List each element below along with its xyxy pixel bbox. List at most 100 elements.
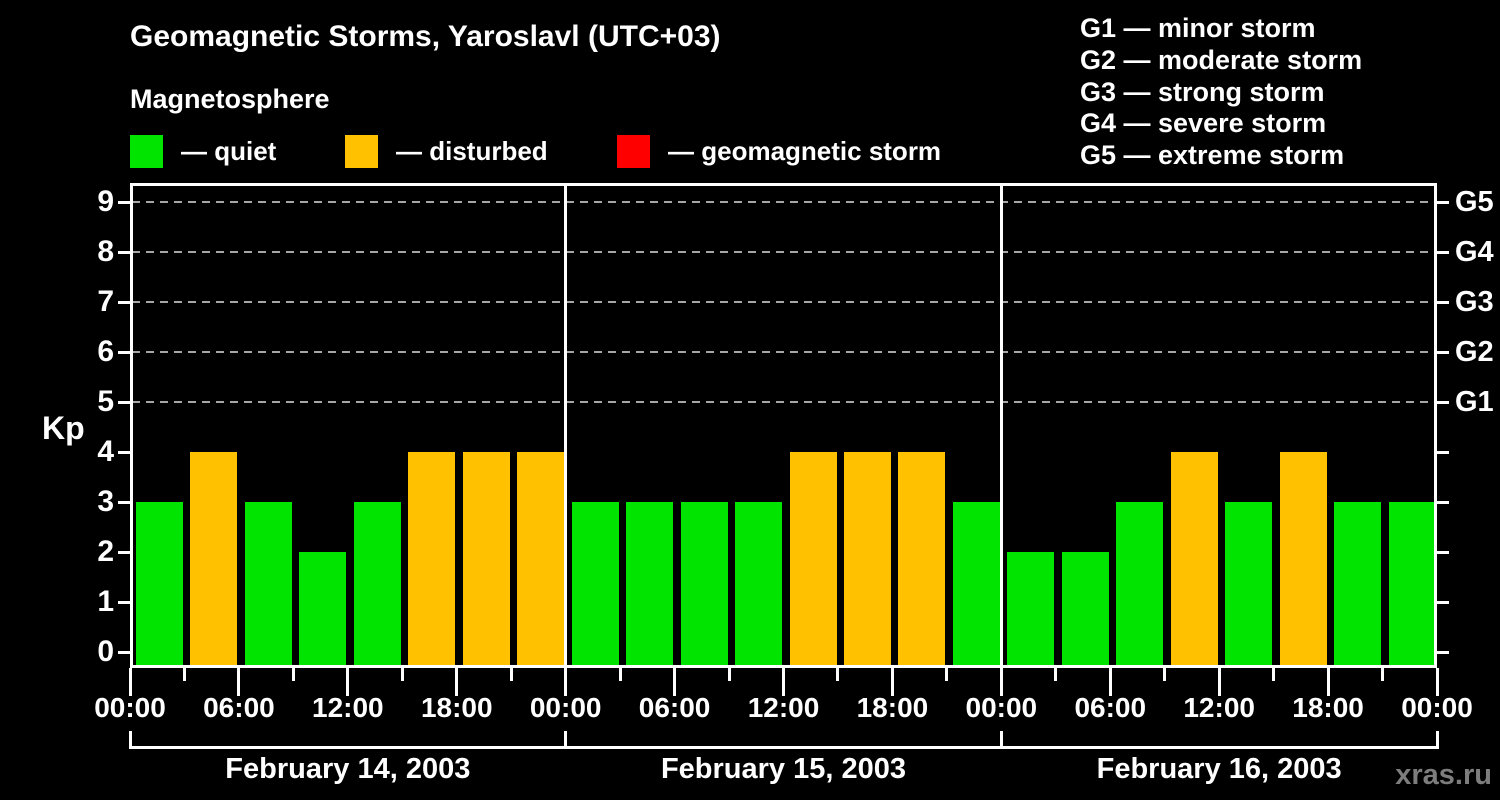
kp-bar: [1334, 502, 1382, 668]
kp-bar: [1388, 502, 1436, 668]
y-axis-tick: [1437, 400, 1449, 404]
y-tick-label: 0: [97, 635, 114, 668]
x-axis-tick-major: [564, 668, 568, 696]
x-axis-tick-minor: [182, 668, 186, 681]
x-axis-tick-major: [1108, 668, 1112, 696]
y-axis-tick: [118, 350, 130, 354]
storm-scale-line-g4: G4 — severe storm: [1080, 108, 1327, 139]
date-bracket-tick: [128, 731, 132, 749]
kp-bar: [898, 452, 946, 668]
kp-bar: [299, 552, 347, 668]
x-axis-tick-major: [1217, 668, 1221, 696]
y-tick-label: 9: [97, 185, 114, 218]
kp-bar: [735, 502, 783, 668]
y-tick-label: 3: [97, 485, 114, 518]
time-tick-label: 12:00: [312, 692, 384, 723]
x-axis-tick-minor: [836, 668, 840, 681]
y-axis-tick: [118, 400, 130, 404]
plot-area: [130, 183, 1437, 668]
date-bracket-tick: [564, 731, 568, 749]
time-tick-label: 00:00: [965, 692, 1038, 723]
y-axis-tick: [1437, 550, 1449, 554]
kp-bar: [789, 452, 837, 668]
time-tick-label: 18:00: [420, 692, 493, 723]
quiet-swatch-icon: [130, 134, 163, 168]
y-axis-tick: [118, 600, 130, 604]
storm-swatch-icon: [617, 134, 650, 168]
storm-scale-line-g2: G2 — moderate storm: [1080, 44, 1363, 75]
date-bracket-line: [130, 746, 1437, 749]
x-axis-tick-major: [346, 668, 350, 696]
time-tick-label: 00:00: [94, 692, 166, 723]
disturbed-swatch-icon: [345, 134, 378, 168]
kp-bar: [1116, 502, 1164, 668]
kp-bar: [1279, 452, 1327, 668]
kp-bar: [626, 502, 674, 668]
y-tick-label: 7: [97, 285, 114, 318]
y-tick-label: 8: [97, 235, 114, 268]
g-scale-label: G2: [1455, 336, 1494, 368]
legend-item-quiet: — quiet: [130, 132, 276, 170]
gridline: [132, 401, 1435, 403]
y-tick-label: 1: [97, 585, 114, 618]
kp-bar: [843, 452, 891, 668]
y-axis-tick: [118, 250, 130, 254]
y-axis-tick: [118, 200, 130, 204]
kp-bar: [517, 452, 565, 668]
y-axis-tick: [1437, 650, 1449, 654]
kp-bar: [353, 502, 401, 668]
legend-item-geomagnetic-storm: — geomagnetic storm: [617, 132, 941, 170]
y-axis-tick: [1437, 350, 1449, 354]
watermark: xras.ru: [1395, 759, 1492, 791]
kp-bar: [1061, 552, 1109, 668]
chart-subtitle: Magnetosphere: [130, 84, 330, 114]
time-tick-label: 12:00: [747, 692, 820, 723]
legend-item-label: — quiet: [181, 135, 277, 166]
y-axis-tick: [1437, 600, 1449, 604]
x-axis-tick-minor: [509, 668, 513, 681]
time-tick-label: 06:00: [1074, 692, 1147, 723]
kp-bar: [952, 502, 1000, 668]
x-axis-tick-minor: [1163, 668, 1167, 681]
x-axis-tick-minor: [400, 668, 404, 681]
storm-scale-line-g1: G1 — minor storm: [1080, 13, 1316, 43]
storm-scale-legend: G1 — minor storm G2 — moderate storm G3 …: [1080, 13, 1362, 172]
date-bracket-tick: [999, 731, 1003, 749]
x-axis-tick-minor: [945, 668, 949, 681]
g-scale-label: G1: [1455, 386, 1494, 418]
chart-title: Geomagnetic Storms, Yaroslavl (UTC+03): [130, 20, 721, 53]
time-tick-label: 18:00: [1292, 692, 1364, 723]
storm-scale-line-g5: G5 — extreme storm: [1080, 140, 1345, 171]
x-axis-tick-major: [673, 668, 677, 696]
gridline: [132, 251, 1435, 253]
gridline: [132, 201, 1435, 203]
x-axis-tick-minor: [727, 668, 731, 681]
x-axis-tick-major: [782, 668, 785, 696]
kp-axis-label: Kp: [42, 410, 85, 446]
x-axis-tick-major: [237, 668, 241, 696]
day-separator: [999, 183, 1003, 668]
storm-scale-line-g3: G3 — strong storm: [1080, 76, 1325, 107]
x-axis-tick-major: [128, 668, 132, 696]
y-tick-label: 2: [97, 535, 114, 568]
time-tick-label: 06:00: [203, 692, 275, 723]
date-label: February 15, 2003: [660, 753, 906, 785]
kp-bar: [1225, 502, 1273, 668]
kp-bar: [571, 502, 619, 668]
day-separator: [564, 183, 568, 668]
x-axis-tick-minor: [1272, 668, 1276, 681]
x-axis-tick-major: [1326, 668, 1330, 696]
g-scale-label: G3: [1455, 286, 1494, 318]
time-tick-label: 18:00: [856, 692, 929, 723]
gridline: [132, 351, 1435, 353]
kp-bar: [462, 452, 510, 668]
y-axis-tick: [118, 500, 130, 504]
y-tick-label: 6: [97, 335, 114, 368]
legend-item-disturbed: — disturbed: [345, 132, 548, 170]
gridline: [132, 301, 1435, 303]
x-axis-tick-minor: [618, 668, 622, 681]
x-axis-tick-major: [455, 668, 459, 696]
g-scale-label: G4: [1455, 236, 1494, 268]
time-tick-label: 00:00: [1401, 692, 1473, 723]
y-axis-tick: [1437, 250, 1449, 254]
